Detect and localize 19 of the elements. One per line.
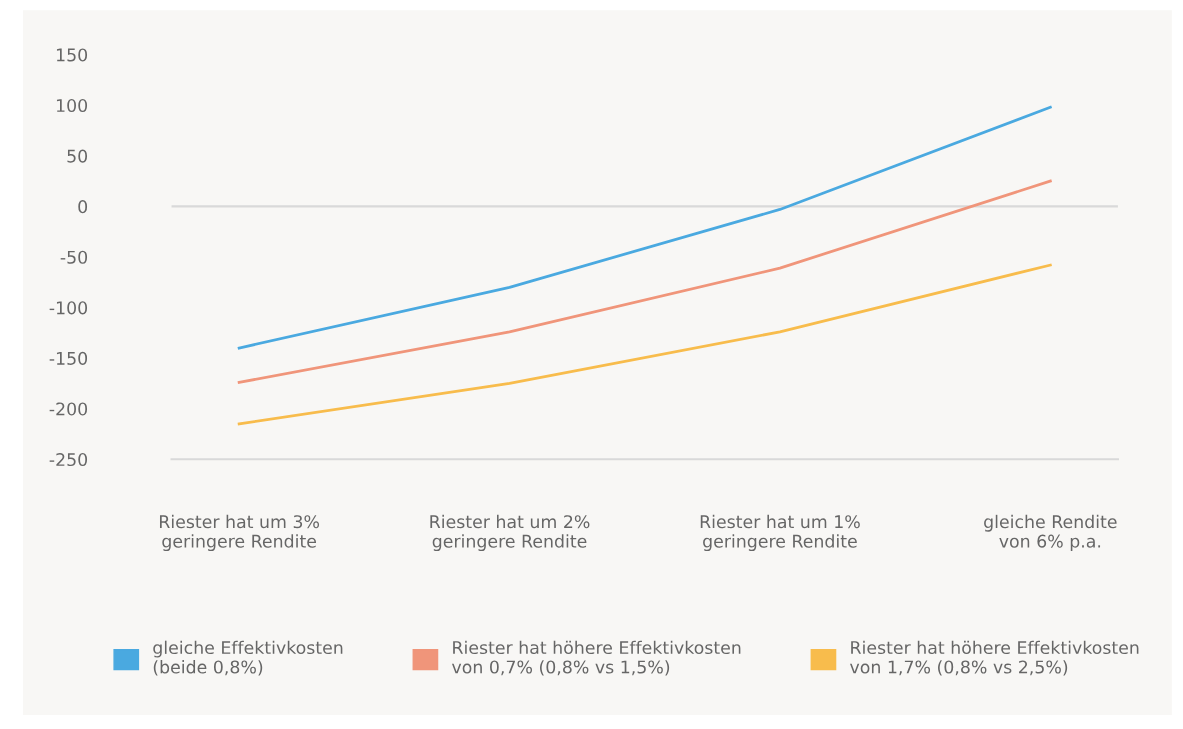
x-tick-label: Riester hat um 1% geringere Rendite — [700, 514, 860, 552]
line-series — [237, 179, 1052, 384]
legend-label: Riester hat höhere Effektivkosten von 0,7% (0,8% vs 1,5%) — [451, 640, 741, 676]
y-tick-label: -50 — [60, 250, 88, 264]
y-tick-label: -200 — [49, 402, 88, 416]
line-series — [237, 105, 1052, 350]
y-tick-label: -150 — [49, 351, 88, 365]
y-tick-label: -250 — [49, 452, 88, 467]
legend-label: gleiche Effektivkosten (beide 0,8%) — [153, 640, 343, 676]
y-tick-label: 50 — [67, 149, 88, 163]
y-tick-label: 150 — [56, 48, 88, 62]
y-tick-label: 0 — [78, 200, 88, 214]
x-tick-label: Riester hat um 2% geringere Rendite — [430, 514, 590, 552]
legend-label: Riester hat höhere Effektivkosten von 1,7% (0,8% vs 2,5%) — [850, 640, 1139, 676]
x-tick-label: Riester hat um 3% geringere Rendite — [159, 514, 320, 552]
line-series — [237, 263, 1052, 426]
y-tick-label: 100 — [56, 98, 88, 113]
x-tick-label: gleiche Rendite von 6% p.a. — [984, 514, 1117, 552]
y-tick-label: -100 — [49, 301, 88, 315]
